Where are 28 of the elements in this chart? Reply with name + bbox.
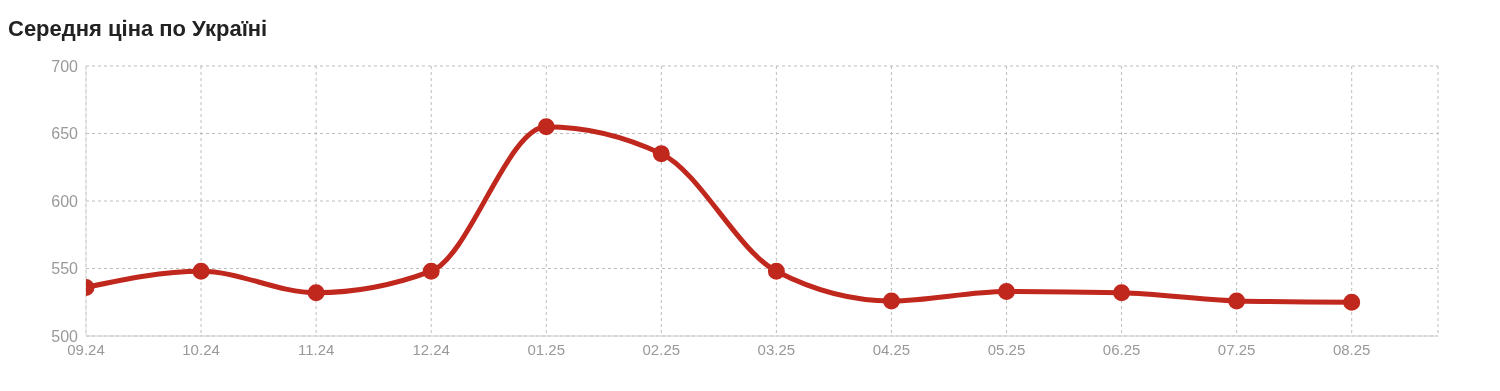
- point: [1228, 292, 1246, 310]
- x-tick-label: 07.25: [1217, 340, 1256, 358]
- point: [1113, 284, 1131, 302]
- y-tick-label: 700: [51, 57, 79, 75]
- x-tick-label: 08.25: [1332, 340, 1371, 358]
- x-tick-label: 06.25: [1102, 340, 1141, 358]
- point: [422, 262, 440, 280]
- y-tick-label: 550: [51, 260, 79, 278]
- y-tick-label: 650: [51, 125, 79, 143]
- point: [882, 292, 900, 310]
- point: [307, 284, 325, 302]
- point: [1343, 293, 1361, 311]
- point: [192, 262, 210, 280]
- y-tick-label: 600: [51, 192, 79, 210]
- x-tick-label: 03.25: [757, 340, 796, 358]
- x-tick-label: 02.25: [642, 340, 681, 358]
- y-tick-label: 500: [51, 327, 79, 345]
- point: [537, 118, 555, 136]
- chart-title: Середня ціна по Україні: [8, 15, 269, 43]
- point: [998, 282, 1016, 300]
- x-tick-label: 04.25: [872, 340, 911, 358]
- x-tick-label: 12.24: [412, 340, 450, 358]
- x-tick-label: 01.25: [527, 340, 566, 358]
- point: [767, 262, 785, 280]
- point: [652, 145, 670, 163]
- x-tick-label: 11.24: [297, 340, 335, 358]
- x-tick-label: 05.25: [987, 340, 1026, 358]
- x-tick-label: 10.24: [182, 340, 220, 358]
